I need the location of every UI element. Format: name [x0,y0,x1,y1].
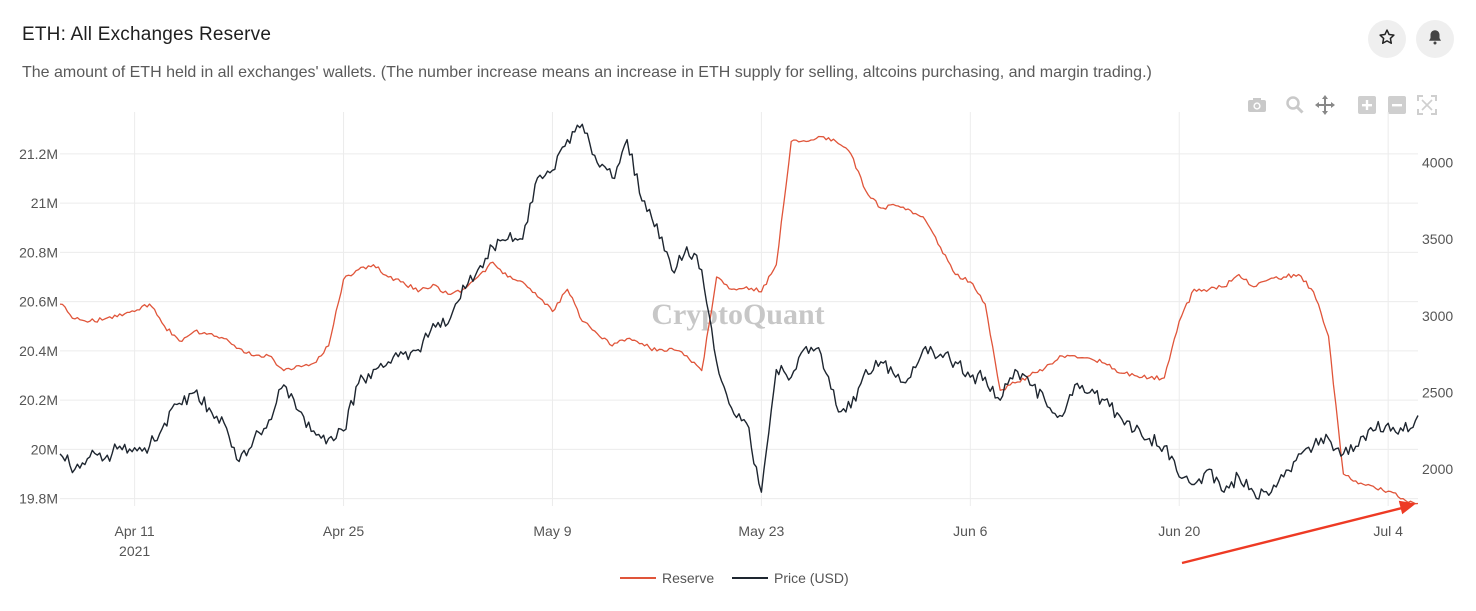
y-left-tick-label: 21M [31,195,58,211]
y-left-tick-label: 21.2M [19,146,58,162]
y-left-tick-label: 20M [31,441,58,457]
y-left-tick-label: 19.8M [19,491,58,507]
x-tick-label: May 9 [533,523,571,539]
price-line [59,123,1419,500]
y-left-tick-label: 20.8M [19,244,58,260]
y-right-tick-label: 2500 [1422,385,1453,401]
x-tick-label: Apr 11 [115,523,155,539]
legend-swatch-reserve [620,577,656,579]
annotation-arrow [1181,500,1416,565]
y-right-tick-label: 3000 [1422,308,1453,324]
zoom-icon[interactable] [1284,94,1306,116]
bell-icon [1426,28,1444,51]
reserve-line [59,135,1419,505]
chart-title: ETH: All Exchanges Reserve [22,24,272,45]
plot-lines [59,123,1419,505]
y-left-tick-label: 20.4M [19,343,58,359]
zoom-out-icon[interactable] [1386,94,1408,116]
y-right-tick-label: 3500 [1422,231,1453,247]
x-tick-sublabel: 2021 [119,543,150,559]
y-right-tick-label: 4000 [1422,155,1453,171]
right-axis: 2000 2500 3000 3500 4000 [1422,155,1453,478]
camera-icon[interactable] [1246,94,1268,116]
x-axis: Apr 11 2021 Apr 25 May 9 May 23 Jun 6 Jun 20 Ju… [115,523,1404,559]
x-tick-label: Apr 25 [323,523,364,539]
arrow-head [1398,500,1416,515]
x-tick-label: May 23 [738,523,784,539]
alert-button[interactable] [1416,20,1454,58]
x-tick-label: Jun 20 [1158,523,1200,539]
y-left-tick-label: 20.6M [19,294,58,310]
legend-swatch-price [732,577,768,579]
chart-subtitle: The amount of ETH held in all exchanges'… [22,64,1152,81]
y-right-tick-label: 2000 [1422,461,1453,477]
left-axis: 19.8M 20M 20.2M 20.4M 20.6M 20.8M 21M 21.2M [19,146,58,507]
zoom-in-icon[interactable] [1356,94,1378,116]
y-left-tick-label: 20.2M [19,392,58,408]
pan-icon[interactable] [1314,94,1336,116]
x-tick-label: Jul 4 [1373,523,1403,539]
legend-item-reserve[interactable]: Reserve [620,570,714,586]
favorite-button[interactable] [1368,20,1406,58]
legend-label-price: Price (USD) [774,570,849,586]
autoscale-icon[interactable] [1416,94,1438,116]
legend-label-reserve: Reserve [662,570,715,586]
grid [60,112,1418,506]
watermark: CryptoQuant [651,298,824,331]
x-tick-label: Jun 6 [953,523,987,539]
legend-item-price[interactable]: Price (USD) [732,570,849,586]
star-icon [1378,28,1396,51]
arrow-shaft [1181,506,1405,565]
